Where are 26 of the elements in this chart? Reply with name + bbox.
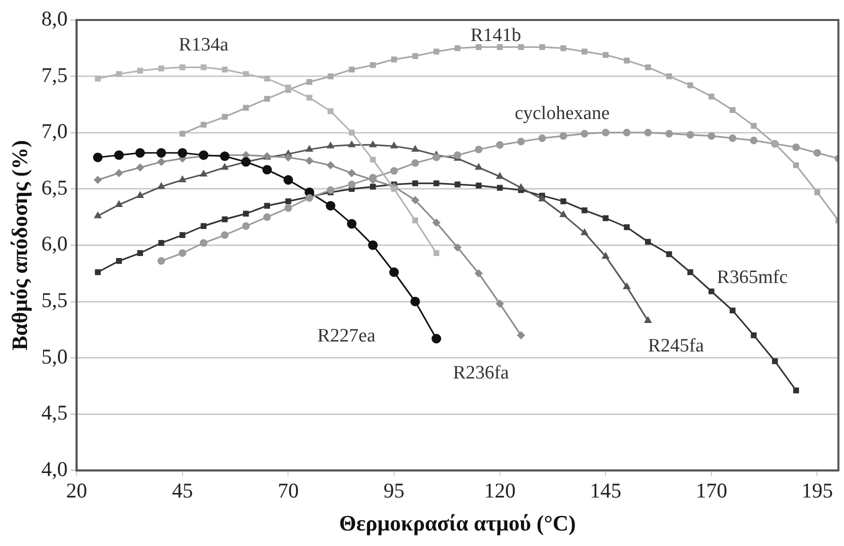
y-tick-label: 5,0 (41, 344, 68, 368)
y-tick-label: 5,5 (41, 288, 68, 312)
series-label: R236fa (453, 362, 510, 384)
y-tick-label: 6,5 (41, 175, 68, 200)
x-tick-label: 70 (278, 478, 299, 503)
series-label: R134a (178, 34, 229, 56)
x-axis-title: Θερμοκρασία ατμού (°C) (339, 510, 576, 536)
x-tick-label: 145 (590, 478, 622, 503)
x-tick-label: 195 (801, 478, 833, 503)
y-tick-label: 6,0 (41, 232, 68, 256)
series-label: R245fa (648, 336, 704, 357)
y-tick-label: 4,5 (41, 400, 68, 425)
y-tick-label: 4,0 (41, 456, 68, 481)
x-tick-label: 120 (484, 478, 516, 503)
series-label: cyclohexane (514, 103, 610, 124)
x-tick-label: 45 (172, 478, 193, 503)
text: R227ea (317, 326, 376, 347)
x-tick-label: 20 (66, 478, 88, 503)
y-tick-label: 7,5 (41, 62, 68, 87)
series-label: R365mfc (716, 267, 788, 288)
x-tick-label: 170 (696, 478, 728, 503)
series-label: R141b (470, 25, 522, 46)
y-tick-label: 7,0 (41, 119, 68, 144)
y-tick-label: 8,0 (41, 6, 68, 31)
x-tick-label: 95 (384, 478, 405, 503)
y-axis-title: Βαθμός απόδοσης (%) (6, 140, 32, 350)
